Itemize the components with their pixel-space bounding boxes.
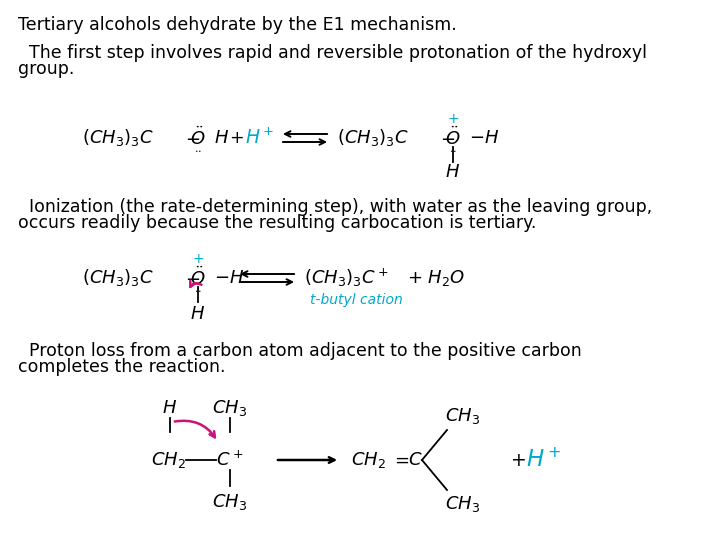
- Text: $-$: $-$: [185, 269, 200, 287]
- Text: $\cdot\!\cdot$: $\cdot\!\cdot$: [194, 285, 202, 295]
- Text: $\cdot\!\cdot$: $\cdot\!\cdot$: [194, 145, 202, 155]
- Text: $CH_3$: $CH_3$: [446, 494, 480, 514]
- Text: $CH_2$: $CH_2$: [150, 450, 186, 470]
- Text: completes the reaction.: completes the reaction.: [18, 358, 225, 376]
- Text: $-$: $-$: [185, 129, 200, 147]
- Text: group.: group.: [18, 60, 74, 78]
- Text: $+$: $+$: [447, 112, 459, 126]
- Text: $CH_3$: $CH_3$: [212, 492, 248, 512]
- Text: $CH_2$: $CH_2$: [351, 450, 385, 470]
- Text: $C^+$: $C^+$: [216, 450, 244, 470]
- Text: $+$: $+$: [229, 129, 244, 147]
- Text: $\cdot\!\cdot$: $\cdot\!\cdot$: [449, 145, 457, 155]
- Text: $H^+$: $H^+$: [526, 448, 562, 472]
- Text: $(CH_3)_3C$: $(CH_3)_3C$: [337, 127, 409, 149]
- Text: The first step involves rapid and reversible protonation of the hydroxyl: The first step involves rapid and revers…: [18, 44, 647, 62]
- Text: $H$: $H$: [163, 399, 178, 417]
- Text: t-butyl cation: t-butyl cation: [310, 293, 402, 307]
- Text: Proton loss from a carbon atom adjacent to the positive carbon: Proton loss from a carbon atom adjacent …: [18, 342, 582, 360]
- Text: $CH_3$: $CH_3$: [212, 398, 248, 418]
- Text: $(CH_3)_3C^+$: $(CH_3)_3C^+$: [304, 267, 389, 289]
- Text: $+$: $+$: [510, 450, 526, 469]
- Text: $CH_3$: $CH_3$: [446, 406, 480, 426]
- Text: $H$: $H$: [191, 305, 205, 323]
- Text: Ionization (the rate-determining step), with water as the leaving group,: Ionization (the rate-determining step), …: [18, 198, 652, 216]
- Text: $\ddot{O}$: $\ddot{O}$: [190, 267, 206, 289]
- Text: $-H$: $-H$: [214, 269, 244, 287]
- Text: $+\ H_2O$: $+\ H_2O$: [407, 268, 465, 288]
- Text: $(CH_3)_3C$: $(CH_3)_3C$: [82, 127, 154, 149]
- Text: $H^+$: $H^+$: [245, 128, 274, 148]
- Text: $C$: $C$: [408, 451, 422, 469]
- Text: occurs readily because the resulting carbocation is tertiary.: occurs readily because the resulting car…: [18, 214, 536, 232]
- Text: $-H$: $-H$: [469, 129, 499, 147]
- Text: $(CH_3)_3C$: $(CH_3)_3C$: [82, 267, 154, 288]
- Text: Tertiary alcohols dehydrate by the E1 mechanism.: Tertiary alcohols dehydrate by the E1 me…: [18, 16, 456, 34]
- Text: $H$: $H$: [446, 163, 461, 181]
- Text: $=$: $=$: [391, 451, 409, 469]
- Text: $\ddot{O}$: $\ddot{O}$: [190, 127, 206, 149]
- Text: $+$: $+$: [192, 252, 204, 266]
- Text: $\ddot{O}$: $\ddot{O}$: [445, 127, 461, 149]
- Text: $-$: $-$: [440, 129, 455, 147]
- Text: $H$: $H$: [214, 129, 229, 147]
